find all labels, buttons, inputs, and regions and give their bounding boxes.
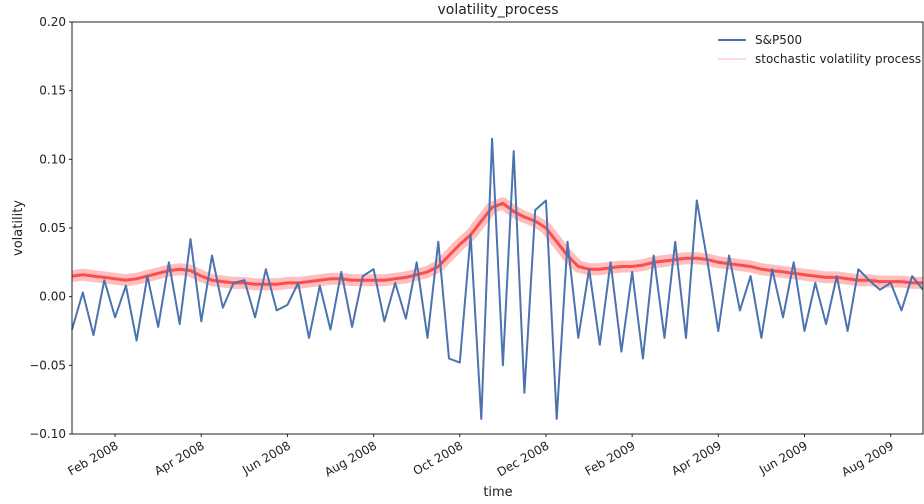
x-tick-label: Feb 2008 (65, 438, 120, 478)
y-tick-label: 0.10 (39, 152, 66, 166)
legend-label: S&P500 (755, 33, 802, 47)
y-tick-label: −0.05 (29, 358, 66, 372)
series-line (71, 201, 923, 286)
y-axis-label: volatility (11, 200, 26, 256)
x-tick-label: Aug 2008 (322, 438, 379, 479)
x-axis-label: time (483, 485, 512, 500)
x-tick-label: Jun 2008 (239, 438, 293, 477)
chart-title: volatility_process (437, 2, 558, 18)
legend-label: stochastic volatility process (755, 52, 921, 66)
y-tick-label: −0.10 (29, 427, 66, 441)
x-tick-label: Apr 2009 (669, 438, 724, 478)
x-tick-label: Oct 2008 (411, 438, 466, 478)
x-tick-label: Aug 2009 (839, 438, 896, 479)
x-tick-label: Apr 2008 (152, 438, 207, 478)
x-tick-label: Feb 2009 (582, 438, 637, 478)
series-line (71, 137, 924, 420)
x-tick-label: Dec 2008 (495, 438, 552, 479)
plot-frame (71, 21, 924, 435)
y-tick-label: 0.15 (39, 84, 66, 98)
x-tick-label: Jun 2009 (756, 438, 810, 477)
y-tick-label: 0.20 (39, 15, 66, 29)
y-tick-label: 0.05 (39, 221, 66, 235)
y-tick-label: 0.00 (39, 290, 66, 304)
